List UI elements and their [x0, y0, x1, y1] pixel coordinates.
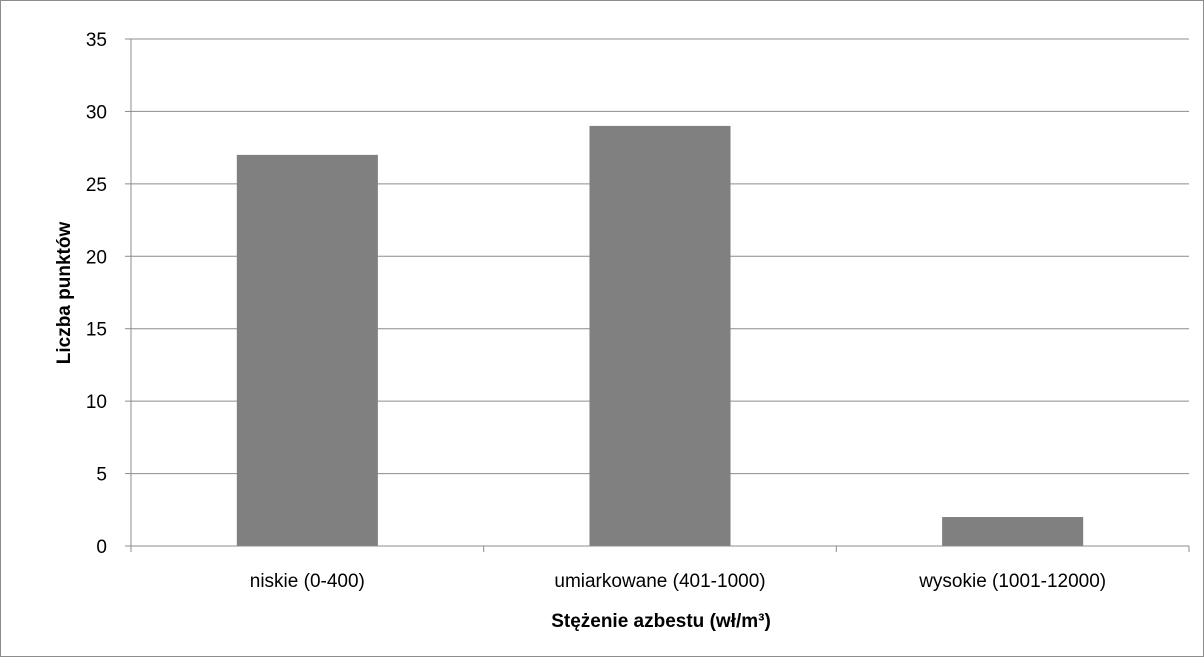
x-tick-labels: niskie (0-400) umiarkowane (401-1000) wyso… [250, 571, 1106, 592]
y-tick-label-35: 35 [86, 30, 107, 51]
y-axis-title: Liczba punktów [54, 222, 75, 365]
bar-0 [236, 154, 378, 546]
y-tick-label-20: 20 [86, 247, 107, 268]
x-axis-title: Stężenie azbestu (wł/m³) [551, 611, 771, 632]
x-tick-label-2: wysokie (1001-12000) [918, 571, 1106, 592]
y-tick-label-30: 30 [86, 102, 107, 123]
x-tick-label-1: umiarkowane (401-1000) [554, 571, 765, 592]
y-tick-label-15: 15 [86, 320, 107, 341]
x-tick-label-0: niskie (0-400) [250, 571, 365, 592]
y-tick-labels: 0 5 10 15 20 25 30 35 [86, 30, 107, 558]
axes [125, 38, 1190, 552]
y-tick-label-10: 10 [86, 392, 107, 413]
bar-2 [942, 517, 1084, 546]
y-tick-label-25: 25 [86, 175, 107, 196]
bar-1 [589, 125, 731, 547]
bars [236, 125, 1084, 547]
y-tick-label-5: 5 [96, 465, 107, 486]
y-tick-label-0: 0 [96, 537, 107, 558]
